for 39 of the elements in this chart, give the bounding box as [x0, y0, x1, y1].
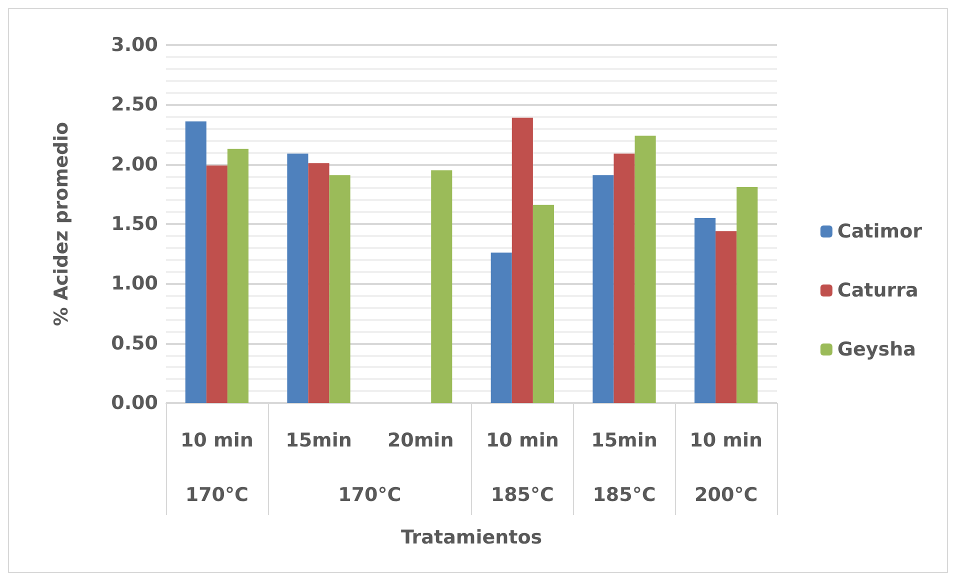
bar: [287, 154, 308, 403]
legend-label: Geysha: [837, 338, 916, 360]
y-tick-label: 1.00: [111, 272, 158, 295]
x-tick-label: 15min: [286, 430, 352, 452]
bar: [490, 252, 512, 403]
x-tick-label: 15min: [591, 430, 658, 452]
text: 200°C: [694, 484, 758, 506]
bar: [694, 218, 716, 403]
bar: [634, 136, 656, 403]
y-tick-label: 2.00: [111, 153, 158, 176]
bar: [512, 118, 533, 403]
legend-label: Caturra: [837, 280, 918, 302]
x-tick-label: 20min: [387, 430, 454, 452]
text: 170°C: [185, 484, 248, 506]
bar: [592, 175, 614, 403]
y-tick-label: 3.00: [111, 34, 158, 56]
text: 185°C: [592, 484, 656, 506]
y-axis-title: % Acidez promedio: [50, 122, 72, 326]
y-tick-label: 0.50: [111, 332, 158, 354]
bar: [532, 204, 554, 403]
bar: [736, 187, 758, 403]
y-tick-label: 0.00: [111, 392, 158, 414]
bar: [614, 154, 635, 403]
y-tick-label: 2.50: [111, 94, 158, 116]
bar: [227, 148, 248, 403]
bar: [206, 166, 228, 403]
bar: [185, 121, 206, 403]
bar: [431, 170, 452, 403]
bar: [308, 163, 330, 403]
text: 185°C: [490, 484, 554, 506]
x-tick-label: 10 min: [486, 430, 559, 452]
bar: [716, 231, 737, 403]
x-axis-title: Tratamientos: [400, 526, 542, 548]
text: 170°C: [338, 484, 402, 506]
x-tick-label: 10 min: [690, 430, 763, 452]
y-tick-label: 1.50: [111, 213, 158, 235]
bar: [329, 175, 350, 403]
x-tick-label: 10 min: [180, 430, 254, 452]
legend-label: Catimor: [837, 220, 923, 242]
